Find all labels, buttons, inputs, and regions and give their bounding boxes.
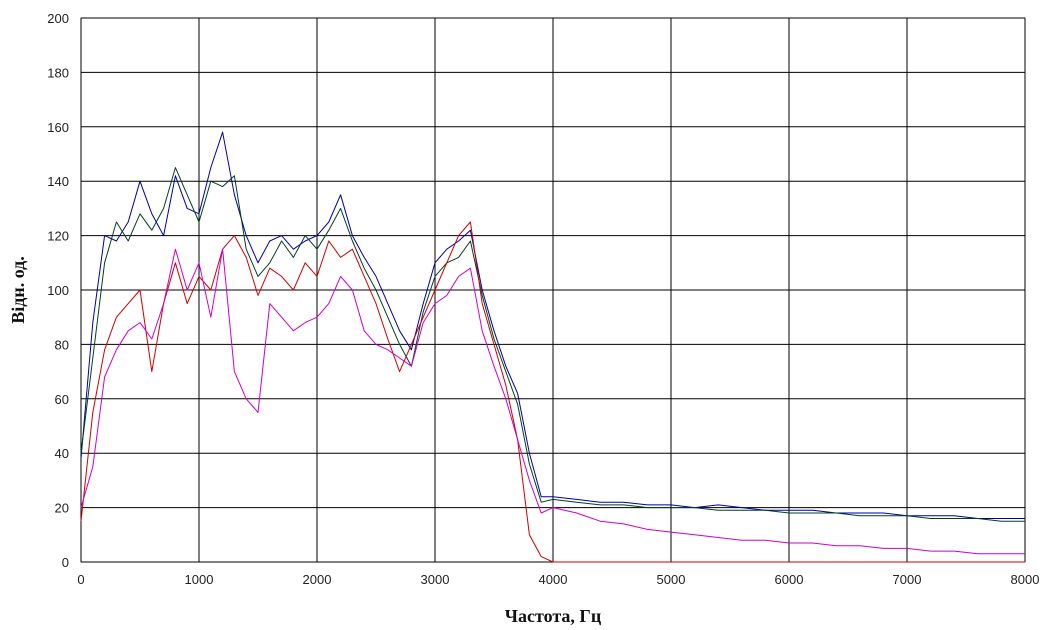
x-tick-label: 1000 [185, 572, 214, 587]
x-tick-label: 8000 [1011, 572, 1040, 587]
y-tick-label: 60 [55, 392, 69, 407]
y-tick-label: 100 [47, 283, 69, 298]
x-tick-label: 3000 [421, 572, 450, 587]
series-line-2 [80, 167, 1025, 522]
x-tick-labels: 0 1000 2000 3000 4000 5000 6000 7000 8000 [77, 572, 1039, 587]
y-tick-label: 160 [47, 120, 69, 135]
x-tick-label: 5000 [657, 572, 686, 587]
x-axis-title: Частота, Гц [505, 606, 602, 626]
x-tick-label: 0 [77, 572, 84, 587]
y-axis-title: Відн. од. [8, 256, 28, 324]
series-line-1 [80, 131, 1025, 519]
x-tick-label: 7000 [893, 572, 922, 587]
x-tick-label: 6000 [775, 572, 804, 587]
y-tick-label: 40 [55, 446, 69, 461]
x-tick-label: 2000 [303, 572, 332, 587]
y-tick-label: 140 [47, 174, 69, 189]
series-line-4 [80, 248, 1025, 555]
x-tick-label: 4000 [539, 572, 568, 587]
y-tick-label: 120 [47, 229, 69, 244]
y-tick-label: 80 [55, 337, 69, 352]
y-tick-label: 180 [47, 65, 69, 80]
y-tick-label: 0 [62, 555, 69, 570]
series-line-3 [80, 221, 1025, 563]
y-tick-labels: 0 20 40 60 80 100 120 140 160 180 200 [47, 11, 69, 570]
y-tick-label: 20 [55, 501, 69, 516]
series-lines [80, 131, 1025, 563]
y-tick-label: 200 [47, 11, 69, 26]
